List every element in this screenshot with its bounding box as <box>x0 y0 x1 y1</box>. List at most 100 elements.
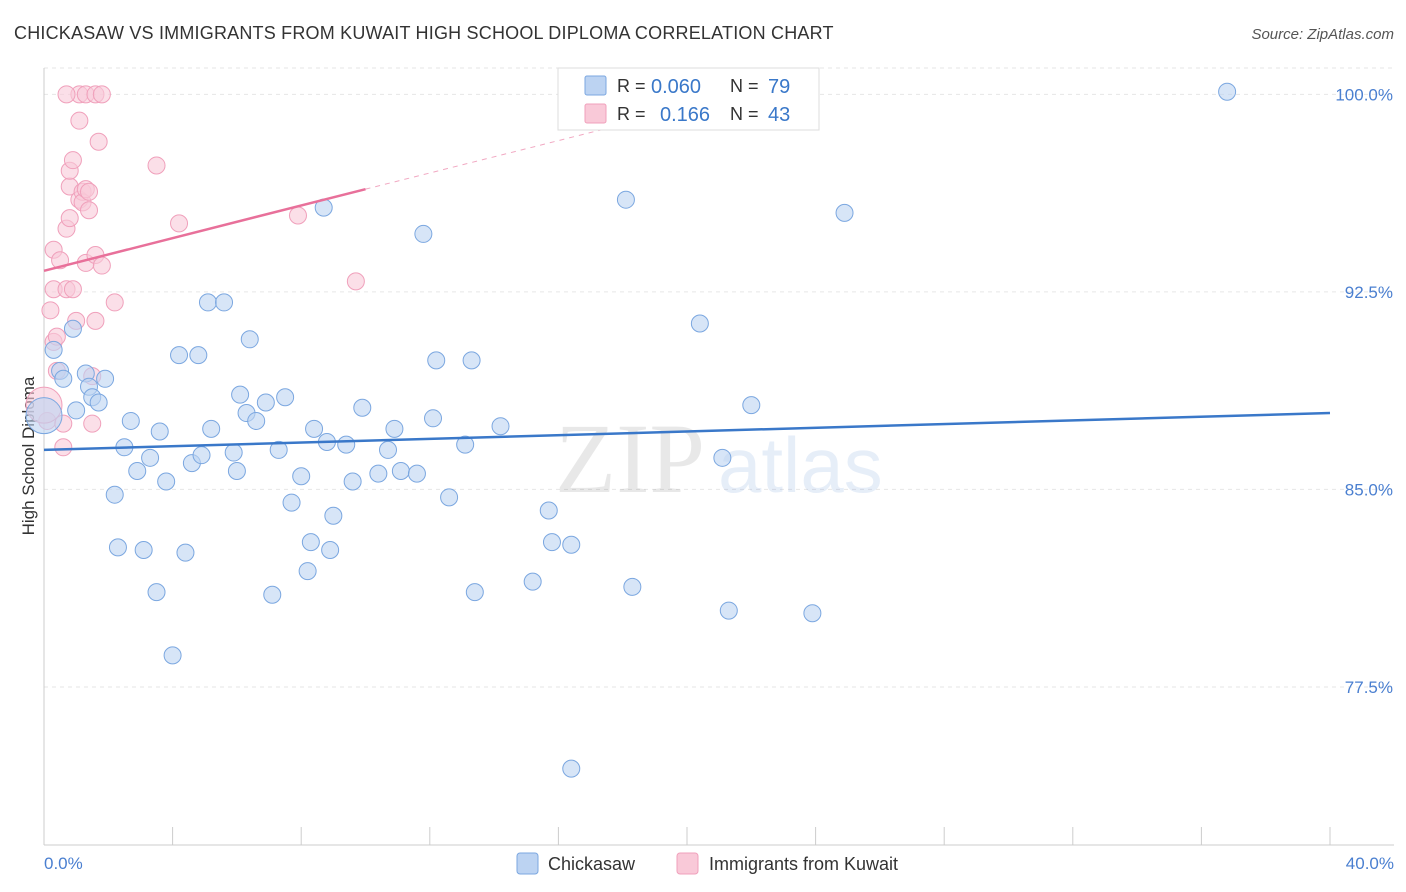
chickasaw-point <box>67 401 86 420</box>
chickasaw-point <box>391 461 410 480</box>
legend-n-value-1: 79 <box>768 76 790 98</box>
watermark-zip: ZIP <box>555 403 705 514</box>
kuwait-point <box>92 85 111 104</box>
legend-n-value-2: 43 <box>768 104 790 126</box>
gridlines <box>44 67 1394 688</box>
y-tick-label: 92.5% <box>1345 283 1393 302</box>
x-axis-ticks <box>43 827 1331 845</box>
chart-title: CHICKASAW VS IMMIGRANTS FROM KUWAIT HIGH… <box>14 23 834 43</box>
chickasaw-point <box>269 440 288 459</box>
kuwait-point <box>41 301 60 320</box>
chickasaw-point <box>835 203 854 222</box>
chickasaw-point <box>150 422 169 441</box>
legend-n-label-2: N = <box>730 104 759 124</box>
chickasaw-point <box>562 759 581 778</box>
kuwait-point <box>92 256 111 275</box>
chickasaw-point <box>202 419 221 438</box>
chickasaw-point <box>231 385 250 404</box>
kuwait-point <box>288 206 307 225</box>
kuwait-point <box>63 280 82 299</box>
chickasaw-point <box>63 319 82 338</box>
legend-r-value-1: 0.060 <box>651 76 701 98</box>
chickasaw-point <box>170 346 189 365</box>
chickasaw-point <box>523 572 542 591</box>
chickasaw-point <box>301 533 320 552</box>
chickasaw-point <box>407 464 426 483</box>
kuwait-trend-line <box>43 187 366 273</box>
kuwait-point <box>60 209 79 228</box>
chickasaw-point <box>542 533 561 552</box>
legend-swatch-kuwait <box>584 103 607 124</box>
chickasaw-point <box>424 409 443 428</box>
kuwait-point <box>57 85 76 104</box>
chickasaw-point <box>263 585 282 604</box>
chickasaw-point <box>321 541 340 560</box>
chickasaw-point <box>369 464 388 483</box>
trend-lines <box>43 75 1331 452</box>
watermark-atlas: atlas <box>718 421 883 509</box>
kuwait-point <box>346 272 365 291</box>
chickasaw-point <box>192 446 211 465</box>
legend-r-label-2: R = <box>617 104 646 124</box>
chickasaw-point <box>440 488 459 507</box>
kuwait-point <box>147 156 166 175</box>
chickasaw-point <box>121 411 140 430</box>
kuwait-point <box>89 132 108 151</box>
chickasaw-point <box>96 369 115 388</box>
chickasaw-point <box>713 448 732 467</box>
kuwait-point <box>63 151 82 170</box>
chickasaw-point <box>616 190 635 209</box>
y-tick-label: 77.5% <box>1345 678 1393 697</box>
chickasaw-point <box>276 388 295 407</box>
chickasaw-point <box>256 393 275 412</box>
kuwait-points <box>25 85 365 457</box>
chickasaw-point <box>491 417 510 436</box>
chickasaw-point <box>163 646 182 665</box>
kuwait-point <box>170 214 189 233</box>
kuwait-point <box>105 293 124 312</box>
legend-swatch-chickasaw <box>584 75 607 96</box>
chickasaw-point <box>141 448 160 467</box>
chickasaw-point <box>1218 82 1237 101</box>
chickasaw-point <box>456 435 475 454</box>
chickasaw-point <box>25 397 63 435</box>
chickasaw-point <box>690 314 709 333</box>
kuwait-point <box>80 201 99 220</box>
kuwait-point <box>70 111 89 130</box>
bottom-legend-swatch-kuwait <box>676 852 699 875</box>
chickasaw-point <box>803 604 822 623</box>
bottom-legend-chickasaw: Chickasaw <box>548 854 636 874</box>
chickasaw-point <box>324 506 343 525</box>
chickasaw-point <box>247 411 266 430</box>
kuwait-point <box>80 182 99 201</box>
chickasaw-point <box>427 351 446 370</box>
chickasaw-point <box>44 340 63 359</box>
chickasaw-point <box>465 583 484 602</box>
chickasaw-point <box>189 346 208 365</box>
chickasaw-point <box>176 543 195 562</box>
chart-source: Source: ZipAtlas.com <box>1251 26 1394 43</box>
legend-box: R = 0.060 N = 79 R = 0.166 N = 43 <box>557 67 820 131</box>
y-tick-labels: 77.5% 85.0% 92.5% 100.0% <box>1335 85 1393 697</box>
chickasaw-point <box>147 583 166 602</box>
chickasaw-point <box>134 541 153 560</box>
kuwait-point <box>54 438 73 457</box>
chickasaw-point <box>414 224 433 243</box>
y-tick-label: 85.0% <box>1345 480 1393 499</box>
chickasaw-point <box>215 293 234 312</box>
chickasaw-point <box>298 562 317 581</box>
x-tick-label-min: 0.0% <box>44 854 83 873</box>
bottom-legend-kuwait: Immigrants from Kuwait <box>709 854 898 874</box>
chickasaw-point <box>305 419 324 438</box>
chickasaw-point <box>379 440 398 459</box>
chickasaw-point <box>89 393 108 412</box>
chickasaw-point <box>539 501 558 520</box>
kuwait-trend-extension <box>365 75 816 190</box>
chickasaw-point <box>562 535 581 554</box>
kuwait-point <box>86 311 105 330</box>
legend-n-label-1: N = <box>730 76 759 96</box>
chickasaw-point <box>224 443 243 462</box>
chickasaw-point <box>623 577 642 596</box>
kuwait-point <box>83 414 102 433</box>
